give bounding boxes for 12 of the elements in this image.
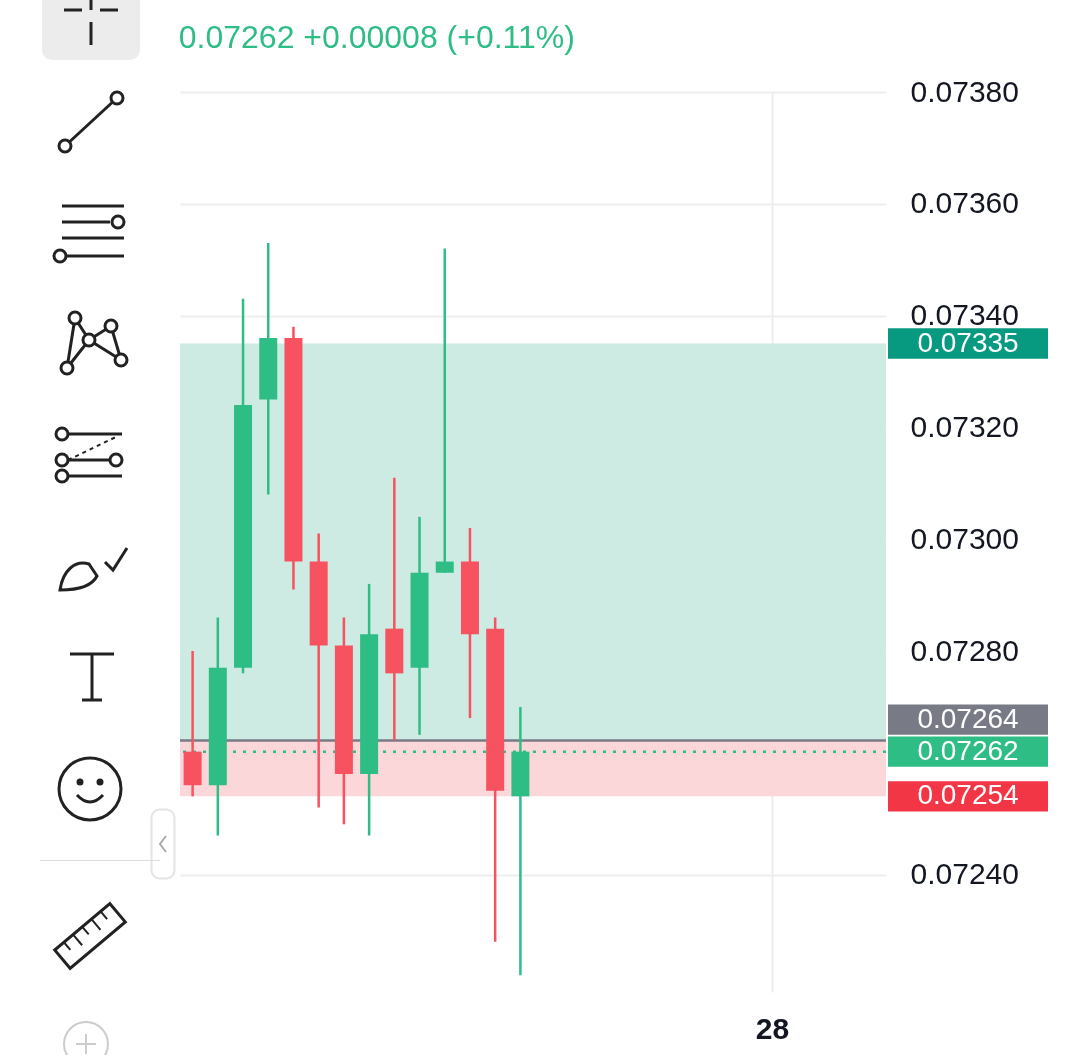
y-tick-label: 0.07280 [910, 633, 1019, 667]
candlestick [435, 247, 454, 574]
y-tick-label: 0.07360 [910, 186, 1019, 220]
chart-subtitle: 0.07262 +0.00008 (+0.11%) [178, 19, 575, 55]
x-tick-label: 28 [755, 1011, 790, 1045]
ref-line-label: 0.07262 [917, 734, 1019, 766]
y-tick-label: 0.07240 [910, 857, 1019, 891]
band-label: 0.07254 [917, 779, 1019, 811]
y-tick-label: 0.07380 [910, 74, 1019, 108]
ref-line-label: 0.07264 [917, 702, 1019, 734]
y-tick-label: 0.07320 [910, 409, 1019, 443]
y-tick-label: 0.07300 [910, 521, 1019, 555]
